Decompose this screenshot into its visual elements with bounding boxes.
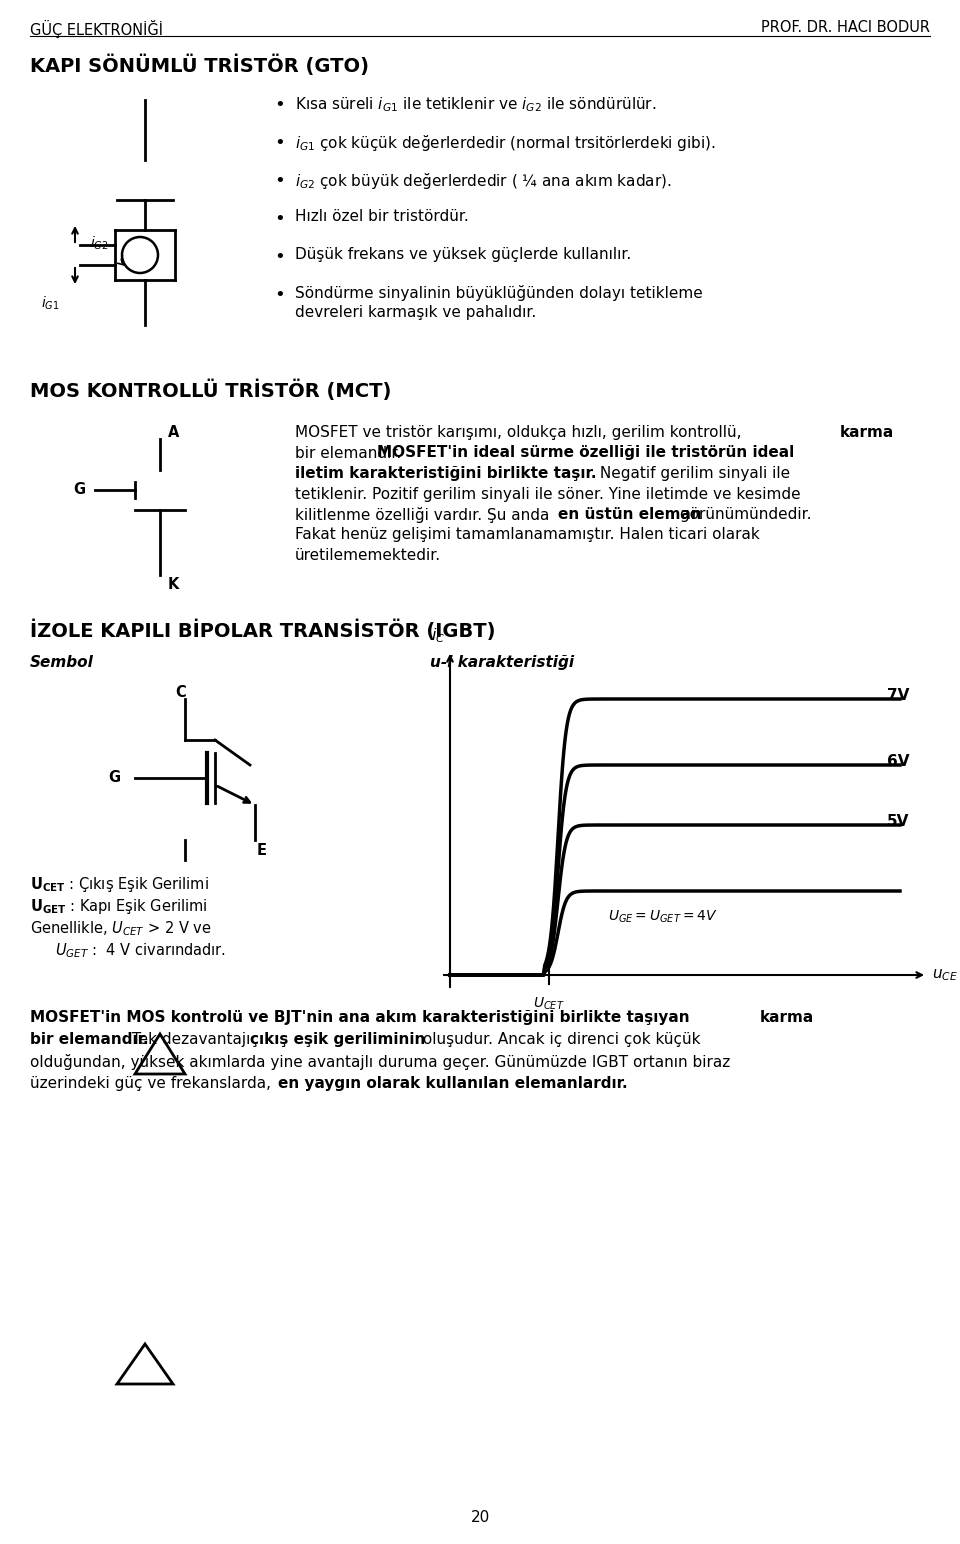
Text: K: K: [168, 577, 180, 591]
Text: •: •: [275, 210, 285, 229]
Text: Söndürme sinyalinin büyüklüğünden dolayı tetikleme: Söndürme sinyalinin büyüklüğünden dolayı…: [295, 286, 703, 301]
Text: $U_{GE}= U_{GET}= 4V$: $U_{GE}= U_{GET}= 4V$: [608, 909, 717, 925]
Text: $U_{GET}$ :  4 V civarındadır.: $U_{GET}$ : 4 V civarındadır.: [55, 940, 227, 960]
Text: oluşudur. Ancak iç direnci çok küçük: oluşudur. Ancak iç direnci çok küçük: [418, 1031, 701, 1047]
Text: bir elemandır.: bir elemandır.: [30, 1031, 149, 1047]
Text: karma: karma: [760, 1010, 814, 1025]
Text: 5V: 5V: [886, 815, 909, 829]
Text: iletim karakteristiğini birlikte taşır.: iletim karakteristiğini birlikte taşır.: [295, 466, 596, 482]
Text: E: E: [257, 843, 267, 858]
Text: kilitlenme özelliği vardır. Şu anda: kilitlenme özelliği vardır. Şu anda: [295, 506, 554, 523]
Text: G: G: [73, 482, 85, 497]
Text: $i_C$: $i_C$: [431, 627, 445, 645]
Text: $i_{G2}$: $i_{G2}$: [90, 235, 108, 252]
Text: 7V: 7V: [886, 689, 909, 704]
Text: Hızlı özel bir tristördür.: Hızlı özel bir tristördür.: [295, 208, 468, 224]
Text: üzerindeki güç ve frekanslarda,: üzerindeki güç ve frekanslarda,: [30, 1076, 276, 1092]
Text: Kısa süreli $i_{G1}$ ile tetiklenir ve $i_{G2}$ ile söndürülür.: Kısa süreli $i_{G1}$ ile tetiklenir ve $…: [295, 96, 657, 114]
Text: PROF. DR. HACI BODUR: PROF. DR. HACI BODUR: [761, 20, 930, 36]
Text: $i_{G1}$: $i_{G1}$: [41, 295, 60, 312]
Text: Tek dezavantajı: Tek dezavantajı: [127, 1031, 255, 1047]
Text: bir elemandır.: bir elemandır.: [295, 446, 406, 460]
Text: görünümündedir.: görünümündedir.: [675, 506, 811, 522]
Text: üretilememektedir.: üretilememektedir.: [295, 548, 442, 564]
Text: en üstün eleman: en üstün eleman: [558, 506, 702, 522]
Text: 20: 20: [470, 1510, 490, 1525]
Text: devreleri karmaşık ve pahalıdır.: devreleri karmaşık ve pahalıdır.: [295, 306, 537, 320]
Text: Düşük frekans ve yüksek güçlerde kullanılır.: Düşük frekans ve yüksek güçlerde kullanı…: [295, 247, 632, 262]
Text: çıkış eşik geriliminin: çıkış eşik geriliminin: [250, 1031, 425, 1047]
Text: 6V: 6V: [886, 755, 909, 769]
Text: Fakat henüz gelişimi tamamlanamamıştır. Halen ticari olarak: Fakat henüz gelişimi tamamlanamamıştır. …: [295, 528, 759, 542]
Text: •: •: [275, 249, 285, 266]
Text: İZOLE KAPILI BİPOLAR TRANSİSTÖR (IGBT): İZOLE KAPILI BİPOLAR TRANSİSTÖR (IGBT): [30, 621, 495, 641]
Text: G: G: [108, 770, 120, 786]
Text: olduğundan, yüksek akımlarda yine avantajlı duruma geçer. Günümüzde IGBT ortanın: olduğundan, yüksek akımlarda yine avanta…: [30, 1055, 731, 1070]
Text: karma: karma: [840, 425, 895, 440]
Text: Genellikle, $U_{CET}$ > 2 V ve: Genellikle, $U_{CET}$ > 2 V ve: [30, 919, 212, 937]
Text: MOSFET'in MOS kontrolü ve BJT'nin ana akım karakteristiğini birlikte taşıyan: MOSFET'in MOS kontrolü ve BJT'nin ana ak…: [30, 1010, 695, 1025]
Text: Negatif gerilim sinyali ile: Negatif gerilim sinyali ile: [595, 466, 790, 482]
Text: $\mathbf{U_{GET}}$ : Kapı Eşik Gerilimi: $\mathbf{U_{GET}}$ : Kapı Eşik Gerilimi: [30, 897, 207, 916]
Text: •: •: [275, 171, 285, 190]
Text: tetiklenir. Pozitif gerilim sinyali ile söner. Yine iletimde ve kesimde: tetiklenir. Pozitif gerilim sinyali ile …: [295, 486, 801, 502]
Text: •: •: [275, 134, 285, 151]
Text: •: •: [275, 286, 285, 304]
Text: MOSFET ve tristör karışımı, oldukça hızlı, gerilim kontrollü,: MOSFET ve tristör karışımı, oldukça hızl…: [295, 425, 746, 440]
Text: en yaygın olarak kullanılan elemanlardır.: en yaygın olarak kullanılan elemanlardır…: [278, 1076, 628, 1092]
Text: u-i karakteristiği: u-i karakteristiği: [430, 655, 574, 670]
Text: $u_{CE}$: $u_{CE}$: [931, 967, 957, 984]
Text: A: A: [168, 425, 180, 440]
Text: Sembol: Sembol: [30, 655, 94, 670]
Text: •: •: [275, 96, 285, 114]
Text: $i_{G2}$ çok büyük değerlerdedir ( ¼ ana akım kadar).: $i_{G2}$ çok büyük değerlerdedir ( ¼ ana…: [295, 171, 671, 191]
Text: $i_{G1}$ çok küçük değerlerdedir (normal trsitörlerdeki gibi).: $i_{G1}$ çok küçük değerlerdedir (normal…: [295, 133, 716, 153]
Text: $\mathbf{U_{CET}}$ : Çıkış Eşik Gerilimi: $\mathbf{U_{CET}}$ : Çıkış Eşik Gerilimi: [30, 875, 209, 894]
Text: KAPI SÖNÜMLÜ TRİSTÖR (GTO): KAPI SÖNÜMLÜ TRİSTÖR (GTO): [30, 56, 369, 77]
Text: GÜÇ ELEKTRONİĞİ: GÜÇ ELEKTRONİĞİ: [30, 20, 163, 39]
Text: MOS KONTROLLÜ TRİSTÖR (MCT): MOS KONTROLLÜ TRİSTÖR (MCT): [30, 380, 392, 401]
Text: MOSFET'in ideal sürme özelliği ile tristörün ideal: MOSFET'in ideal sürme özelliği ile trist…: [377, 446, 794, 460]
Text: C: C: [175, 686, 185, 699]
Text: $U_{CET}$: $U_{CET}$: [533, 996, 564, 1013]
